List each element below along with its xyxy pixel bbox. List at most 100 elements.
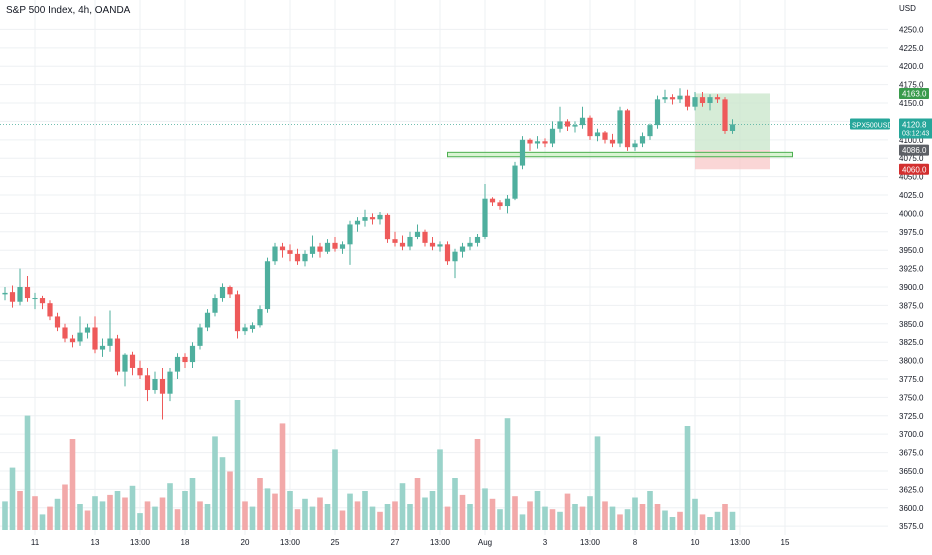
volume-bar	[279, 423, 286, 530]
volume-bar	[257, 478, 263, 530]
volume-bar	[399, 483, 406, 530]
volume-bar	[647, 491, 653, 530]
price-tick-label: 3725.0	[899, 412, 924, 421]
volume-bar	[107, 494, 113, 530]
volume-bar	[452, 478, 458, 530]
volume-bar	[242, 501, 248, 530]
volume-bar	[444, 506, 451, 530]
candle-body	[227, 287, 233, 295]
volume-bar	[692, 498, 698, 530]
volume-bar	[354, 501, 361, 530]
candle-body	[624, 110, 631, 148]
volume-bar	[114, 491, 121, 530]
volume-bar	[159, 497, 166, 530]
volume-bar	[617, 514, 623, 530]
volume-bar	[339, 510, 346, 530]
volume-bar	[32, 496, 38, 530]
volume-bar	[294, 509, 301, 530]
candle-body	[107, 338, 113, 346]
volume-bar	[707, 517, 713, 530]
price-tick-label: 3675.0	[899, 449, 924, 458]
price-tick-label: 4175.0	[899, 81, 924, 90]
time-tick-label: Aug	[478, 538, 492, 547]
volume-bar	[437, 449, 443, 530]
volume-bar	[47, 506, 53, 530]
candle-body	[324, 242, 331, 252]
candle-body	[99, 345, 106, 350]
volume-bar	[167, 483, 173, 530]
volume-bar	[407, 504, 413, 530]
candle-body	[182, 356, 188, 363]
candle-body	[152, 378, 158, 391]
volume-bar	[474, 439, 481, 530]
candle-body	[24, 287, 31, 299]
time-tick-label: 8	[633, 538, 638, 547]
volume-bar	[39, 514, 46, 530]
candle-body	[609, 139, 616, 144]
candle-body	[572, 125, 578, 127]
candle-body	[504, 198, 511, 207]
candle-body	[452, 251, 458, 262]
volume-bar	[227, 471, 233, 530]
candle-body	[362, 217, 368, 221]
candle-body	[422, 231, 428, 243]
time-tick-label: 13:00	[730, 538, 751, 547]
time-tick-label: 13	[91, 538, 100, 547]
volume-bar	[722, 504, 728, 530]
candle-body	[647, 125, 653, 137]
volume-bar	[677, 511, 683, 530]
price-tick-label: 4225.0	[899, 44, 924, 53]
candle-body	[212, 298, 218, 313]
time-tick-label: 10	[691, 538, 700, 547]
volume-bar	[594, 436, 601, 530]
price-tick-label: 4075.0	[899, 154, 924, 163]
currency-label: USD	[899, 4, 916, 13]
candle-body	[287, 250, 293, 254]
volume-bar	[332, 449, 338, 530]
volume-bar	[429, 491, 436, 530]
volume-bar	[2, 501, 8, 530]
time-tick-label: 11	[31, 538, 40, 547]
current-price-tag: 4120.8	[902, 121, 927, 130]
volume-bar	[99, 501, 106, 530]
candle-body	[377, 214, 383, 220]
current-price-tag-bg	[899, 118, 932, 139]
price-tick-label: 4250.0	[899, 25, 924, 34]
symbol-tag-bg	[850, 118, 890, 130]
volume-bar	[272, 493, 278, 530]
candle-body	[534, 141, 541, 144]
candle-body	[369, 217, 376, 220]
candle-body	[587, 117, 593, 137]
volume-bar	[204, 504, 211, 530]
stop-price-tag: 4060.0	[902, 165, 927, 174]
symbol-tag: SPX500USD	[852, 123, 892, 130]
volume-bar	[324, 504, 331, 530]
volume-bar	[572, 504, 578, 530]
time-tick-label: 27	[391, 538, 400, 547]
candle-body	[92, 327, 98, 350]
price-tick-label: 4150.0	[899, 99, 924, 108]
candle-body	[384, 214, 391, 240]
time-axis[interactable]	[0, 535, 888, 550]
countdown-label: 03:12:43	[902, 131, 929, 138]
price-tick-label: 4200.0	[899, 62, 924, 71]
volume-bar	[137, 513, 143, 530]
time-tick-label: 13:00	[580, 538, 601, 547]
volume-bar	[62, 484, 68, 530]
candle-body	[122, 354, 128, 372]
volume-bar	[302, 498, 308, 530]
candle-body	[242, 327, 248, 332]
volume-bar	[542, 506, 548, 530]
volume-bar	[534, 491, 541, 530]
candle-body	[429, 242, 436, 247]
volume-bar	[549, 509, 556, 530]
candle-body	[707, 97, 713, 104]
candle-body	[699, 97, 706, 104]
volume-bar	[414, 478, 421, 530]
support-zone[interactable]	[447, 151, 793, 158]
candle-body	[47, 303, 53, 317]
chart-title: S&P 500 Index, 4h, OANDA	[6, 5, 131, 16]
candle-body	[639, 136, 646, 144]
